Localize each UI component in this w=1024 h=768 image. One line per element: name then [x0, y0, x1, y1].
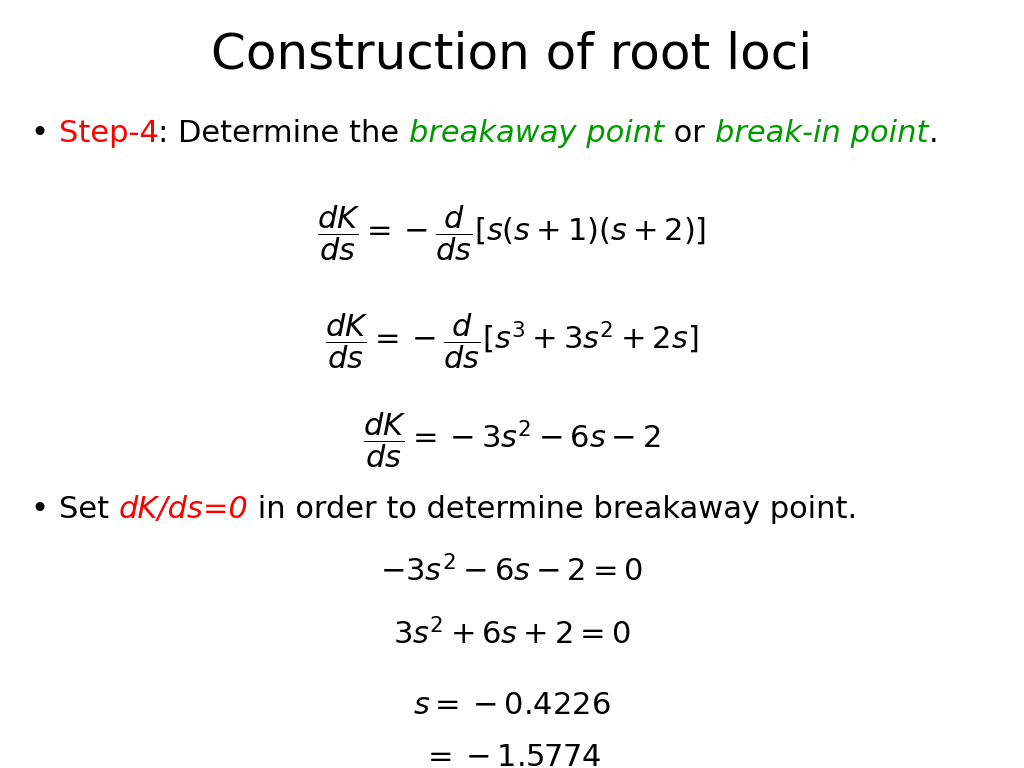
Text: dK/ds=0: dK/ds=0: [119, 495, 248, 525]
Text: $\dfrac{dK}{ds} = -3s^2 - 6s - 2$: $\dfrac{dK}{ds} = -3s^2 - 6s - 2$: [364, 411, 660, 471]
Text: •: •: [31, 495, 58, 525]
Text: Construction of root loci: Construction of root loci: [211, 31, 813, 79]
Text: $3s^2 + 6s + 2 = 0$: $3s^2 + 6s + 2 = 0$: [393, 617, 631, 650]
Text: : Determine the: : Determine the: [159, 119, 410, 148]
Text: $\dfrac{dK}{ds} = -\dfrac{d}{ds}\left[s(s+1)(s+2)\right]$: $\dfrac{dK}{ds} = -\dfrac{d}{ds}\left[s(…: [317, 204, 707, 263]
Text: $s = -0.4226$: $s = -0.4226$: [414, 691, 610, 720]
Text: break-in point: break-in point: [715, 119, 929, 148]
Text: .: .: [929, 119, 938, 148]
Text: •: •: [31, 119, 58, 148]
Text: in order to determine breakaway point.: in order to determine breakaway point.: [248, 495, 857, 525]
Text: $= -1.5774$: $= -1.5774$: [423, 743, 601, 768]
Text: $\dfrac{dK}{ds} = -\dfrac{d}{ds}\left[s^3+3s^2+2s\right]$: $\dfrac{dK}{ds} = -\dfrac{d}{ds}\left[s^…: [326, 311, 698, 371]
Text: Set: Set: [58, 495, 119, 525]
Text: Step-4: Step-4: [58, 119, 159, 148]
Text: breakaway point: breakaway point: [410, 119, 665, 148]
Text: or: or: [665, 119, 715, 148]
Text: $-3s^2 - 6s - 2 = 0$: $-3s^2 - 6s - 2 = 0$: [381, 554, 643, 587]
